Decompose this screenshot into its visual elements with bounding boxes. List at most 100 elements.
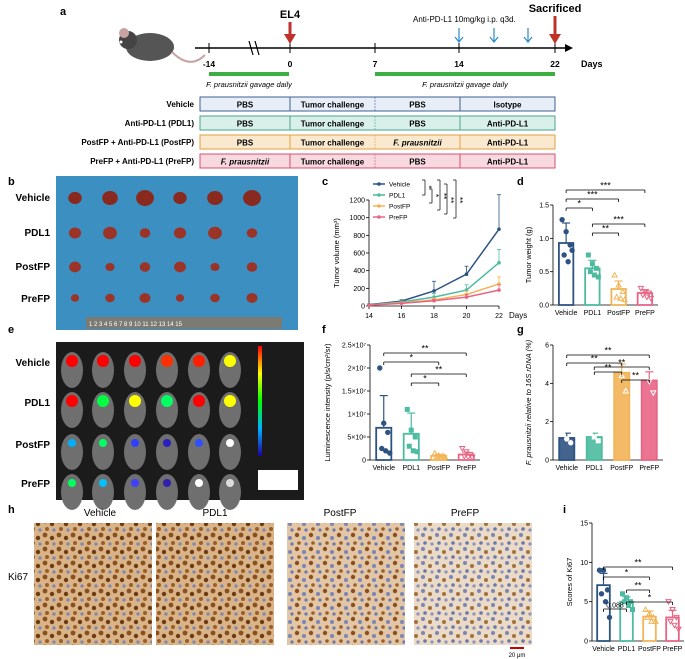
data-point [497,227,501,231]
x-tick-label: PDL1 [585,465,603,472]
tumor-photo-specimens [68,189,261,303]
tick-22: 22 [550,59,560,69]
sig-label: ** [439,193,448,199]
data-point [431,449,439,456]
data-point [614,360,622,367]
x-tick-label: 20 [463,313,471,320]
y-tick-label: 0.0 [539,303,549,310]
gavage-pre-label: F. prausnitzii gavage daily [206,80,293,89]
mouse-icon [119,28,206,63]
data-point [565,258,571,265]
sig-label: ** [634,558,642,568]
tumor-specimen [139,293,151,303]
sig-label: *** [587,190,598,200]
data-point [626,603,631,609]
data-point [645,378,653,385]
tumor-specimen [139,262,151,272]
data-point [641,365,649,372]
ihc-image-postfp [287,523,405,645]
x-tick-label: 22 [495,313,503,320]
sig-label: ** [604,363,612,373]
e-row-label-vehicle: Vehicle [16,358,51,369]
data-point [650,613,657,620]
group-cell-text: Isotype [493,101,522,110]
group-cell-text: Tumor challenge [301,139,365,148]
tumor-specimen [68,191,82,205]
data-point [497,260,501,265]
tick-14: 14 [454,59,464,69]
legend-label: PDL1 [389,193,406,200]
data-point [464,272,469,277]
group-cell-text: Anti-PD-L1 [487,139,529,148]
x-tick-label: Vehicle [372,465,395,472]
tumor-specimen [208,226,222,240]
panel-label-b: b [8,176,15,188]
data-point [387,450,393,456]
sig-label: ** [618,358,626,368]
ihc-image-vehicle [34,523,152,645]
ruler [86,317,282,329]
data-point [606,614,613,621]
chart-c-tumor-volume: 0 200 400 600 800 1000 1200 14 16 18 20 22 Days Tumor… [332,179,527,320]
y-tick-label: 800 [353,233,365,240]
luminescence-signal [66,355,78,367]
data-point [587,269,593,275]
group-cell-text: Tumor challenge [301,158,365,167]
data-point [569,247,575,254]
data-point [649,390,657,397]
tumor-specimen [173,227,187,239]
gavage-post-label: F. prausnitzii gavage daily [422,80,509,89]
sig-label: ** [604,346,612,356]
panel-label-e: e [8,324,14,336]
tumor-specimen [68,227,82,239]
tumor-specimen [139,228,151,238]
group-row-box [199,115,556,131]
y-tick-label: 0 [361,304,365,311]
mouse-silhouette [92,474,114,510]
chart-g-fprausnitzii: 0 2 4 6 F. prausnitzii relative to 16S rDNA … [524,339,663,472]
tumor-specimen [173,191,187,205]
x-tick-label: PostFP [607,310,630,317]
data-point [671,622,678,629]
y-tick-label: 0 [545,458,549,465]
data-point [622,387,630,394]
y-axis-label: Luminescence intensity (p/s/cm²/sr) [323,343,332,461]
data-point [464,454,472,461]
tumor-specimen [103,226,117,240]
group-cell-text: Tumor challenge [301,101,365,110]
luminescence-signal [97,395,109,407]
y-tick-label: 0 [362,458,366,465]
y-tick-label: 1×10⁷ [348,412,367,419]
y-tick-label: 200 [353,286,365,293]
data-point [466,451,474,459]
group-cell-text: Tumor challenge [301,120,365,129]
luminescence-signal [131,479,139,487]
luminescence-signal [129,395,141,407]
sig-label: * [577,199,581,209]
chart-f-luminescence: 0 5×10⁶ 1×10⁷ 1.5×10⁷ 2×10⁷ 2.5×10⁷ Luminescen… [323,343,480,472]
data-point [432,298,436,303]
luminescence-signal [99,479,107,487]
mouse-silhouette [219,434,241,470]
x-tick-label: 16 [398,313,406,320]
panel-label-c: c [322,176,328,188]
legend-marker [377,215,381,219]
data-point [441,453,449,460]
data-point [611,271,618,278]
sig-label: * [424,186,433,189]
y-axis-label: Scores of Ki67 [565,558,574,607]
data-point [645,290,653,297]
luminescence-signal [99,439,107,447]
data-point [412,434,418,440]
tumor-specimen [105,262,115,272]
group-name: Anti-PD-L1 (PDL1) [125,119,195,128]
data-point [675,626,682,633]
legend-label: Vehicle [389,182,410,189]
y-tick-label: 2.5×10⁷ [342,343,367,350]
group-row-box [199,153,556,169]
tumor-specimen [210,262,220,272]
x-axis-label: Days [509,311,527,320]
data-point [379,445,385,452]
luminescence-signal [193,395,205,407]
data-point [637,285,645,292]
